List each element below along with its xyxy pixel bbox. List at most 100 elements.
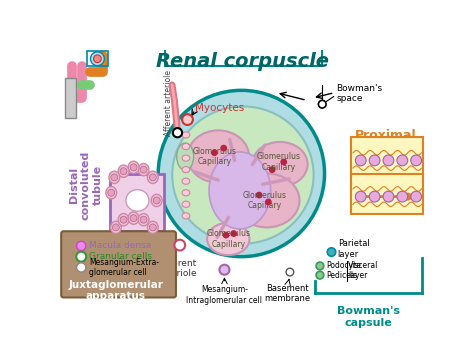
Circle shape — [173, 128, 182, 137]
Circle shape — [158, 90, 325, 257]
Text: Glomerulus
Capillary: Glomerulus Capillary — [243, 191, 286, 210]
Circle shape — [212, 150, 217, 155]
Circle shape — [316, 271, 324, 279]
Circle shape — [231, 231, 237, 236]
Ellipse shape — [182, 166, 190, 173]
Circle shape — [356, 155, 366, 166]
Circle shape — [369, 191, 380, 202]
Circle shape — [111, 174, 118, 181]
Text: Basement
membrane: Basement membrane — [264, 284, 310, 303]
Text: Macula densa: Macula densa — [89, 241, 151, 250]
Ellipse shape — [207, 223, 249, 255]
Circle shape — [149, 224, 156, 231]
Ellipse shape — [151, 194, 162, 207]
Ellipse shape — [106, 187, 117, 199]
Circle shape — [397, 155, 408, 166]
Text: Mesangium-
Intraglomerular cell: Mesangium- Intraglomerular cell — [186, 285, 263, 305]
Ellipse shape — [188, 130, 249, 183]
Text: Proximal
tubule: Proximal tubule — [356, 129, 417, 157]
FancyBboxPatch shape — [352, 137, 423, 178]
Text: Renal corpuscle: Renal corpuscle — [156, 52, 329, 71]
Ellipse shape — [234, 174, 300, 228]
Circle shape — [265, 199, 271, 205]
Circle shape — [281, 159, 286, 165]
Ellipse shape — [128, 212, 139, 224]
Circle shape — [77, 263, 86, 272]
Circle shape — [130, 215, 137, 222]
Circle shape — [316, 262, 324, 270]
Ellipse shape — [182, 178, 190, 184]
Circle shape — [149, 174, 156, 181]
Circle shape — [77, 241, 86, 251]
Ellipse shape — [118, 214, 129, 226]
Text: Parietal
layer: Parietal layer — [337, 239, 369, 259]
Circle shape — [369, 155, 380, 166]
Ellipse shape — [182, 201, 190, 207]
Text: Myocytes: Myocytes — [195, 103, 245, 113]
Text: Podocyte: Podocyte — [326, 261, 361, 271]
Circle shape — [356, 191, 366, 202]
Ellipse shape — [138, 164, 149, 176]
Text: Visceral: Visceral — [348, 261, 379, 271]
Circle shape — [397, 191, 408, 202]
Ellipse shape — [118, 165, 129, 178]
Text: Pedicels: Pedicels — [326, 271, 357, 280]
Circle shape — [130, 164, 137, 171]
Ellipse shape — [182, 155, 190, 161]
Circle shape — [383, 191, 394, 202]
Text: Distal
convoluted
tubule: Distal convoluted tubule — [69, 151, 102, 220]
Text: Bowman's
capsule: Bowman's capsule — [337, 306, 400, 328]
Text: Mesangium-Extra-
glomerular cell: Mesangium-Extra- glomerular cell — [89, 258, 159, 277]
Text: Efferent
arteriole: Efferent arteriole — [159, 259, 198, 278]
FancyBboxPatch shape — [110, 174, 164, 231]
Circle shape — [120, 168, 127, 175]
Ellipse shape — [182, 213, 190, 219]
Circle shape — [411, 155, 421, 166]
Circle shape — [108, 189, 115, 196]
Circle shape — [153, 197, 160, 204]
FancyBboxPatch shape — [65, 78, 76, 118]
Circle shape — [256, 192, 262, 198]
Circle shape — [286, 268, 294, 276]
Circle shape — [174, 240, 185, 251]
Circle shape — [223, 233, 228, 238]
Circle shape — [383, 155, 394, 166]
Text: Granular cells: Granular cells — [89, 252, 152, 261]
Circle shape — [182, 114, 193, 125]
Circle shape — [140, 216, 147, 223]
Text: Glomerulus
Capillary: Glomerulus Capillary — [192, 147, 237, 166]
Text: Juxtaglomerular
apparatus: Juxtaglomerular apparatus — [68, 280, 164, 301]
Circle shape — [327, 248, 336, 256]
Circle shape — [91, 52, 104, 66]
Text: Glomerulus
Capillary: Glomerulus Capillary — [206, 229, 250, 248]
Circle shape — [76, 252, 86, 262]
Ellipse shape — [128, 161, 139, 174]
Ellipse shape — [252, 142, 308, 187]
Text: Bowman's
space: Bowman's space — [336, 84, 382, 103]
Ellipse shape — [182, 132, 190, 138]
Circle shape — [112, 224, 119, 231]
Text: Afferent arteriole: Afferent arteriole — [164, 70, 173, 136]
Ellipse shape — [147, 171, 158, 184]
Text: layer: layer — [348, 271, 368, 280]
Ellipse shape — [110, 221, 121, 234]
Circle shape — [140, 166, 147, 173]
Ellipse shape — [209, 152, 271, 229]
FancyBboxPatch shape — [352, 174, 423, 214]
Ellipse shape — [138, 214, 149, 226]
Ellipse shape — [147, 221, 158, 234]
Circle shape — [411, 191, 421, 202]
Ellipse shape — [182, 143, 190, 149]
FancyBboxPatch shape — [61, 231, 176, 297]
Ellipse shape — [109, 171, 120, 184]
Ellipse shape — [126, 190, 149, 211]
Circle shape — [319, 100, 326, 108]
Circle shape — [221, 146, 227, 151]
Circle shape — [120, 216, 127, 223]
Circle shape — [270, 167, 275, 172]
Ellipse shape — [182, 190, 190, 196]
Text: Glomerulus
Capillary: Glomerulus Capillary — [256, 152, 301, 172]
Ellipse shape — [177, 143, 194, 170]
Ellipse shape — [172, 106, 314, 244]
Circle shape — [219, 265, 229, 275]
